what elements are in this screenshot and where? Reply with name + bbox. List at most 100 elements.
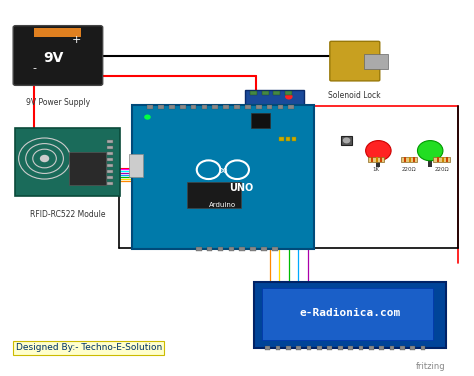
Bar — [277, 105, 283, 109]
Bar — [428, 158, 432, 167]
Bar — [285, 91, 292, 96]
Text: 220Ω: 220Ω — [401, 167, 416, 173]
Bar — [108, 152, 113, 155]
Circle shape — [365, 141, 391, 161]
FancyBboxPatch shape — [13, 26, 103, 85]
Bar — [108, 140, 113, 143]
Bar — [348, 346, 353, 350]
Text: fritzing: fritzing — [416, 362, 446, 371]
Bar — [409, 158, 411, 162]
Bar — [108, 170, 113, 173]
Text: 220Ω: 220Ω — [435, 167, 449, 173]
Text: -: - — [32, 63, 36, 73]
Bar — [317, 346, 322, 350]
Bar — [147, 105, 153, 109]
Bar — [180, 105, 186, 109]
Bar — [191, 105, 197, 109]
Bar — [250, 247, 256, 251]
Bar — [108, 182, 113, 185]
Bar — [400, 346, 405, 350]
Bar — [265, 346, 270, 350]
Text: +: + — [72, 35, 81, 45]
Bar — [438, 158, 439, 162]
Circle shape — [40, 155, 49, 162]
Bar — [250, 91, 257, 96]
FancyBboxPatch shape — [255, 282, 446, 348]
Bar — [196, 247, 201, 251]
FancyBboxPatch shape — [15, 127, 120, 196]
Bar — [410, 346, 415, 350]
Bar — [234, 105, 240, 109]
Bar — [442, 158, 444, 162]
Bar — [376, 158, 380, 167]
Bar — [108, 164, 113, 167]
Bar — [169, 105, 175, 109]
Bar — [201, 105, 207, 109]
Bar — [218, 247, 223, 251]
Bar — [187, 182, 241, 208]
FancyBboxPatch shape — [262, 288, 434, 340]
Bar — [296, 346, 301, 350]
Bar — [276, 346, 280, 350]
FancyBboxPatch shape — [246, 90, 304, 144]
Bar — [69, 152, 106, 185]
Bar — [273, 91, 280, 96]
FancyBboxPatch shape — [330, 41, 380, 81]
Text: Solenoid Lock: Solenoid Lock — [328, 91, 381, 100]
Bar — [262, 91, 269, 96]
Bar — [267, 105, 273, 109]
Bar — [212, 105, 218, 109]
FancyBboxPatch shape — [35, 27, 82, 37]
Bar — [328, 346, 332, 350]
Bar — [421, 346, 426, 350]
Bar — [251, 113, 270, 128]
Circle shape — [285, 94, 292, 100]
Text: RFID-RC522 Module: RFID-RC522 Module — [29, 211, 105, 219]
Bar — [380, 158, 382, 162]
Text: 9V Power Supply: 9V Power Supply — [26, 99, 90, 108]
Bar — [341, 136, 353, 145]
Text: Arduino: Arduino — [210, 202, 237, 208]
Bar — [358, 346, 363, 350]
Bar — [108, 158, 113, 161]
Bar — [371, 158, 373, 162]
Bar — [108, 146, 113, 149]
Circle shape — [343, 138, 350, 143]
Bar — [207, 247, 212, 251]
Bar — [367, 158, 384, 162]
Bar — [404, 158, 406, 162]
Text: e-Radionica.com: e-Radionica.com — [300, 308, 401, 318]
Bar — [401, 158, 418, 162]
Bar — [158, 105, 164, 109]
FancyBboxPatch shape — [132, 105, 314, 249]
Bar — [338, 346, 343, 350]
Bar — [369, 346, 374, 350]
Bar — [413, 158, 415, 162]
Bar — [256, 105, 262, 109]
Bar — [272, 247, 277, 251]
Bar — [245, 105, 251, 109]
Bar — [108, 176, 113, 179]
Bar — [288, 105, 294, 109]
Text: 1K: 1K — [373, 167, 380, 173]
Text: UNO: UNO — [228, 183, 253, 193]
Bar — [292, 137, 296, 141]
Text: 9V: 9V — [44, 51, 64, 65]
Bar — [228, 247, 234, 251]
Bar — [285, 137, 290, 141]
Bar — [286, 346, 291, 350]
Bar — [390, 346, 394, 350]
Bar — [128, 155, 143, 177]
Bar — [379, 346, 384, 350]
Text: Designed By:- Techno-E-Solution: Designed By:- Techno-E-Solution — [16, 343, 162, 352]
Bar — [223, 105, 229, 109]
Bar — [376, 158, 378, 162]
Circle shape — [418, 141, 443, 161]
Bar — [434, 158, 450, 162]
Bar — [261, 247, 267, 251]
Bar — [364, 54, 388, 68]
Circle shape — [144, 114, 151, 120]
Bar — [279, 137, 284, 141]
Text: ∞: ∞ — [218, 163, 228, 176]
Bar — [307, 346, 311, 350]
